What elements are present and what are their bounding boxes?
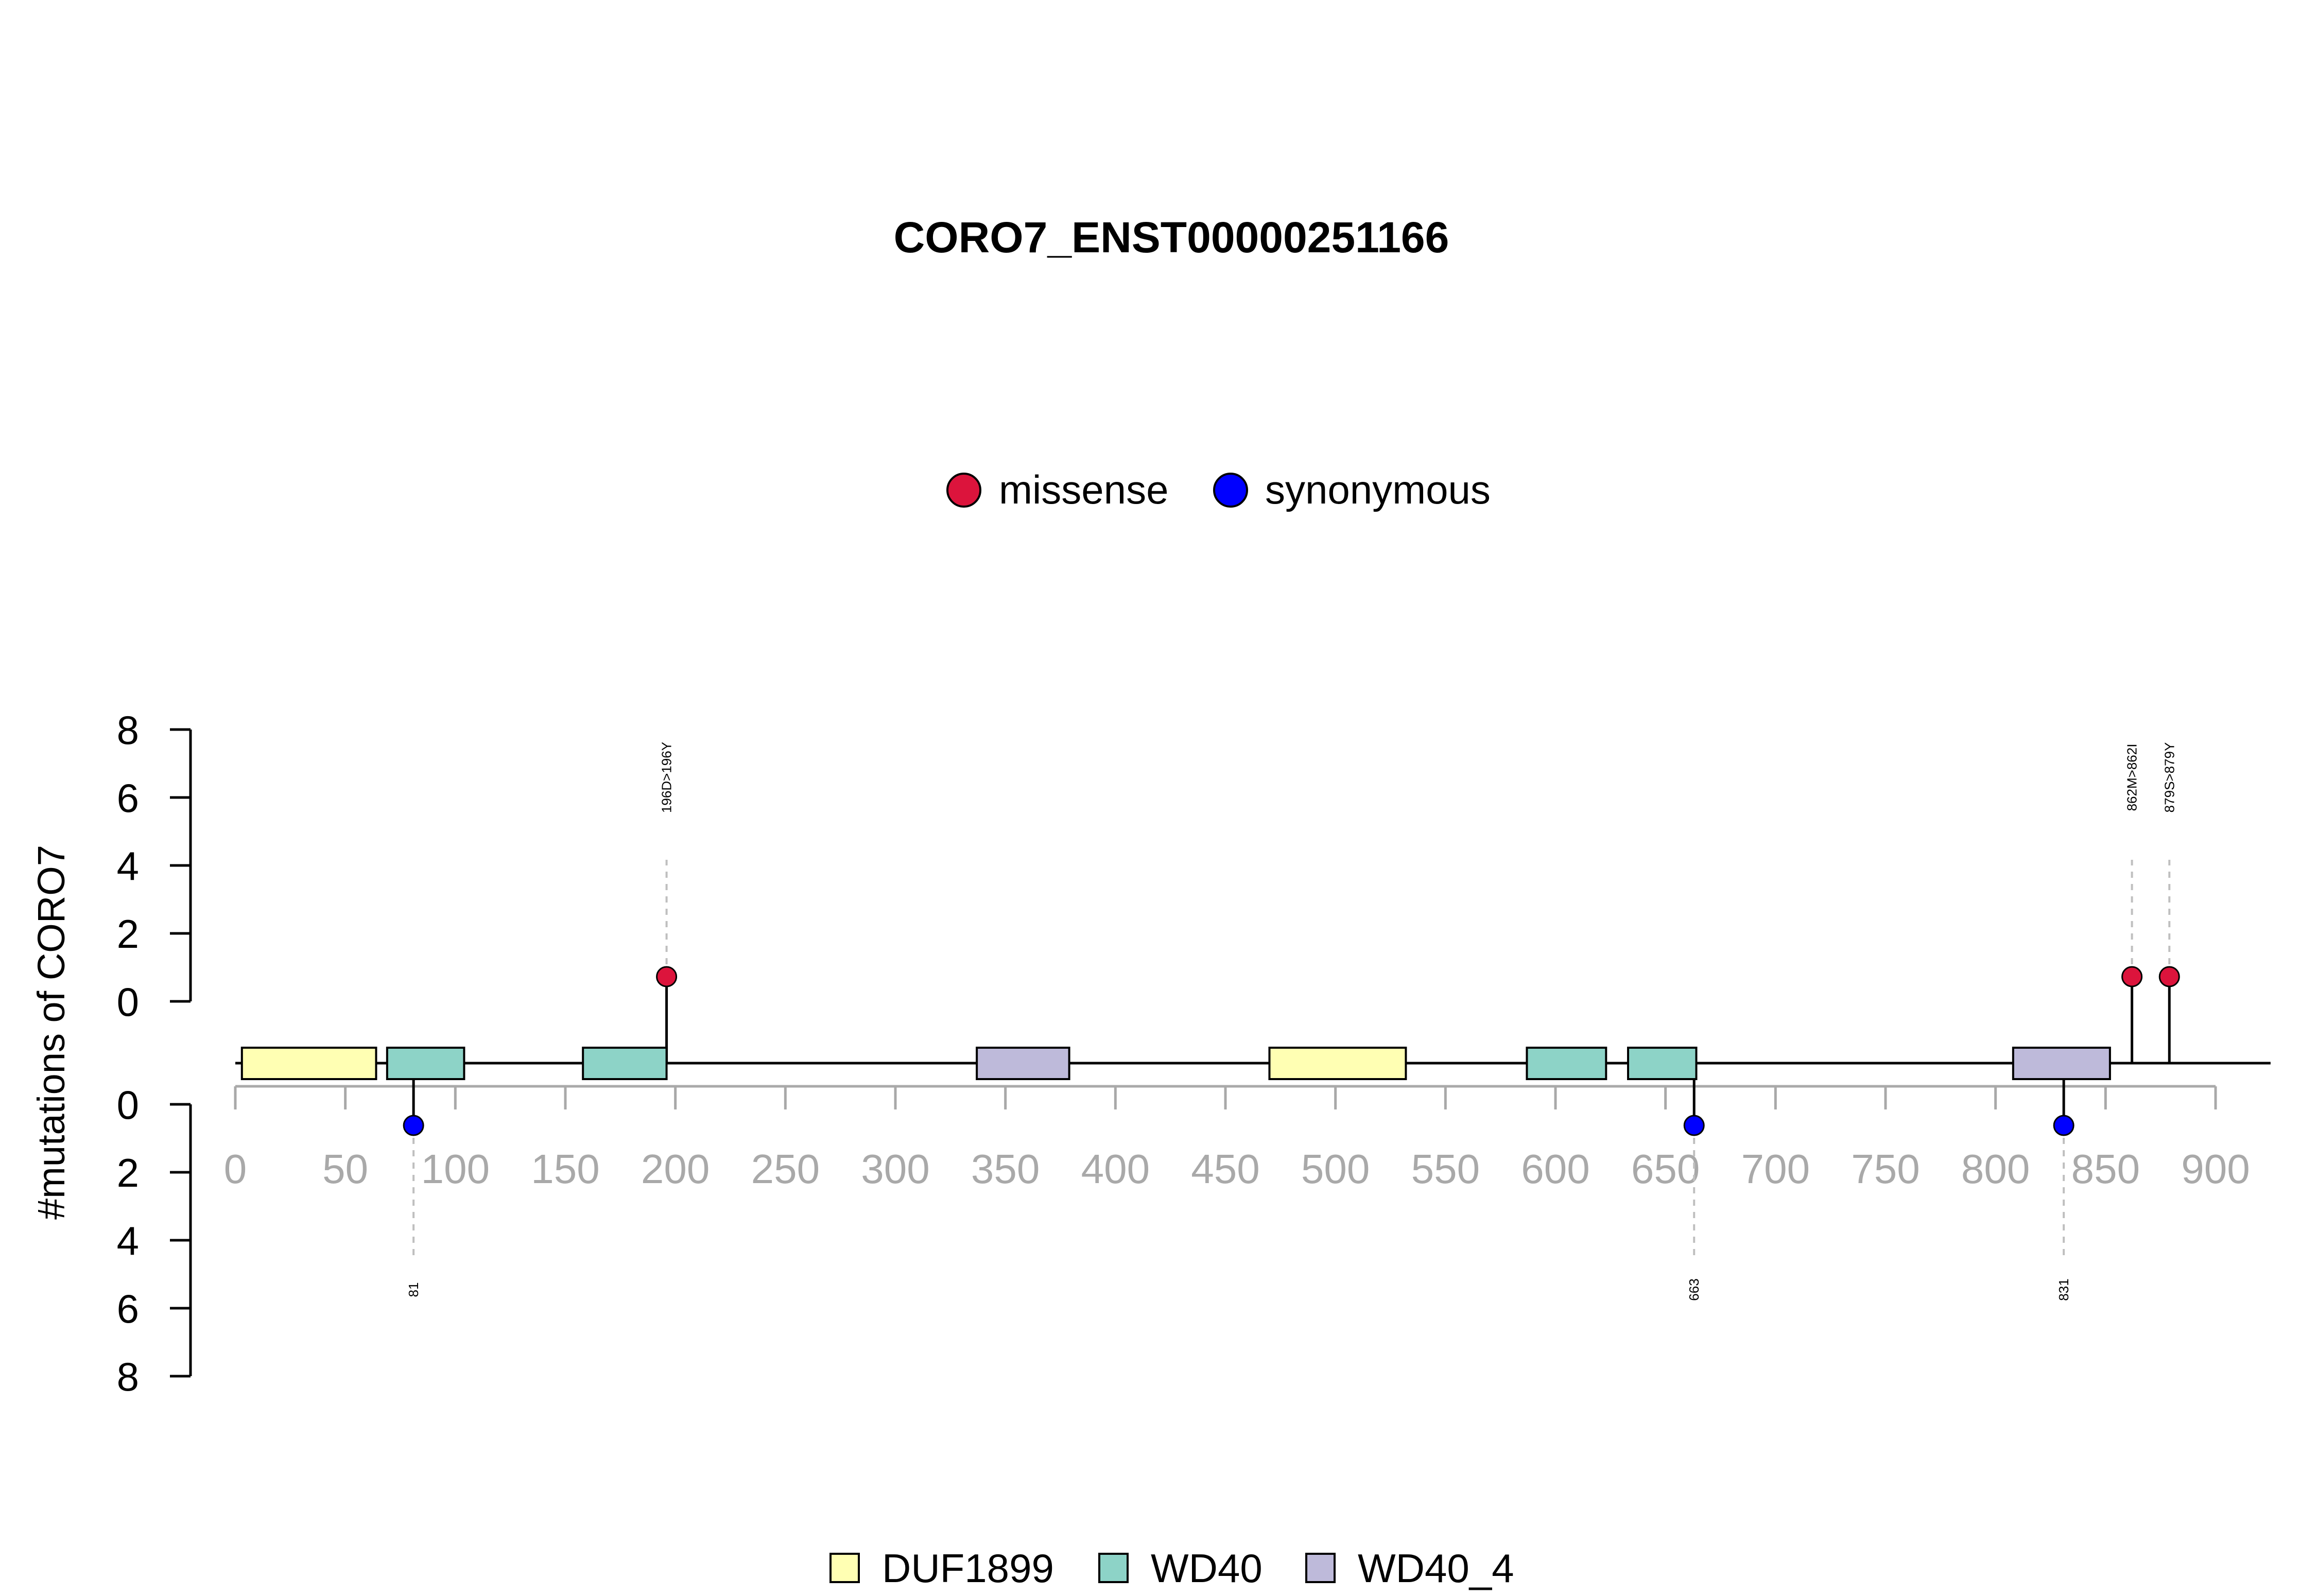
mutation-point-missense [656,966,678,987]
domain-wd40 [582,1047,668,1080]
domain-wd40 [1526,1047,1607,1080]
mutation-point-synonymous [403,1115,424,1136]
x-tick-label: 50 [322,1146,368,1192]
x-tick-label: 450 [1191,1146,1259,1192]
mutation-point-synonymous [1683,1115,1705,1136]
domain-duf1899 [1268,1047,1407,1080]
y-tick-label: 4 [117,1218,139,1263]
mutation-point-missense [2121,966,2143,987]
x-axis: 0 50 100 150 200 250 300 350 400 450 500 550 600 650 7… [224,1085,2250,1192]
x-tick-label: 300 [861,1146,929,1192]
y-axis-lower: 0 2 4 6 8 [117,1082,192,1399]
y-tick-label: 8 [117,707,139,753]
domain-wd40-4 [2012,1047,2111,1080]
x-tick-label: 200 [641,1146,710,1192]
x-tick-label: 0 [224,1146,247,1192]
legend-swatch-synonymous [1213,473,1248,508]
y-tick-label: 0 [117,1082,139,1127]
y-tick-label: 6 [117,1286,139,1331]
x-tick-label: 250 [751,1146,820,1192]
mutation-point-missense [2158,966,2180,987]
domain-legend-swatch-duf1899 [829,1553,860,1583]
domain-legend-label: WD40_4 [1358,1546,1514,1591]
mutation-label: 831 [2056,1278,2071,1300]
domain-wd40-4 [976,1047,1070,1080]
mutation-label: 81 [406,1282,421,1297]
domain-duf1899 [240,1047,377,1080]
domain-legend-label: WD40 [1151,1546,1263,1591]
x-tick-label: 900 [2181,1146,2250,1192]
domains-layer [240,1047,2111,1080]
domain-wd40 [1627,1047,1698,1080]
x-tick-label: 100 [421,1146,490,1192]
x-tick-label: 700 [1741,1146,1810,1192]
y-tick-label: 8 [117,1354,139,1399]
domain-legend-swatch-wd40-4 [1305,1553,1336,1583]
x-tick-label: 600 [1521,1146,1589,1192]
x-tick-label: 350 [971,1146,1040,1192]
y-tick-label: 2 [117,1150,139,1195]
mutation-point-synonymous [2053,1115,2074,1136]
legend-swatch-missense [946,473,981,508]
x-tick-label: 550 [1411,1146,1480,1192]
y-axis-upper: 0 2 4 6 8 [117,707,192,1025]
legend-label-synonymous: synonymous [1265,467,1491,512]
domain-legend: DUF1899 WD40 WD40_4 [829,1546,1514,1591]
mutation-label: 663 [1686,1278,1702,1300]
x-tick-label: 850 [2071,1146,2140,1192]
y-tick-label: 6 [117,775,139,821]
mutation-label: 862M>862I [2124,744,2140,811]
x-tick-label: 400 [1081,1146,1150,1192]
y-axis-label: #mutations of CORO7 [30,845,73,1220]
x-tick-label: 500 [1301,1146,1370,1192]
x-tick-label: 150 [531,1146,599,1192]
x-tick-label: 800 [1961,1146,2030,1192]
x-tick-label: 750 [1851,1146,1920,1192]
y-tick-label: 0 [117,979,139,1025]
domain-legend-label: DUF1899 [882,1546,1054,1591]
x-tick-label: 650 [1631,1146,1700,1192]
mutation-label: 879S>879Y [2162,742,2177,813]
domain-legend-swatch-wd40 [1098,1553,1129,1583]
y-tick-label: 4 [117,843,139,889]
mutation-type-legend: missense synonymous [946,467,1491,512]
mutation-heads-layer: 196D>196Y 862M>862I 879S>879Y 81 663 831 [403,742,2180,1301]
chart-title: CORO7_ENST00000251166 [894,213,1449,262]
domain-wd40 [386,1047,465,1080]
legend-label-missense: missense [999,467,1168,512]
mutation-label: 196D>196Y [659,742,675,813]
y-tick-label: 2 [117,911,139,957]
